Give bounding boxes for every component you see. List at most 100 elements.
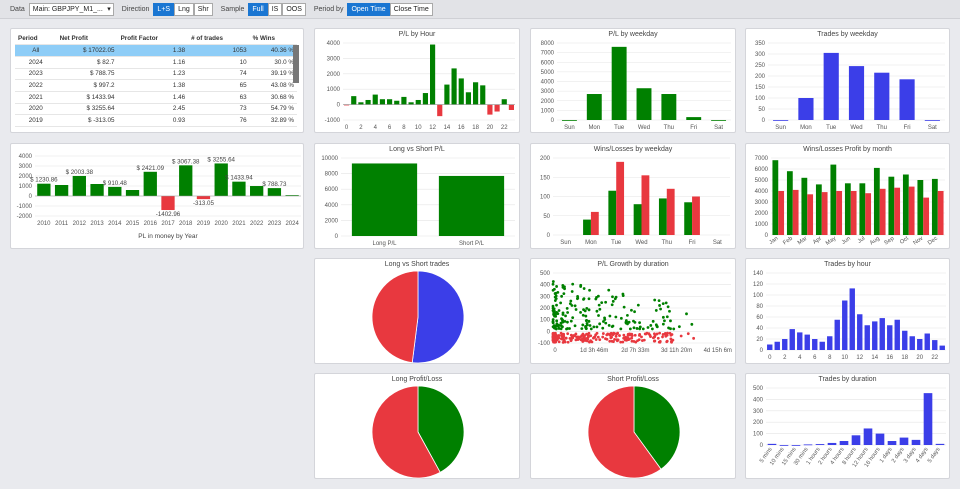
scatter-point bbox=[594, 338, 598, 341]
cell-trades: 73 bbox=[188, 103, 250, 116]
data-label: $ 788.73 bbox=[262, 181, 287, 188]
scatter-point bbox=[686, 332, 690, 336]
data-label: $ 1230.86 bbox=[30, 177, 58, 184]
bar bbox=[125, 190, 140, 196]
long-vs-short-pl-card: Long vs Short P/L 0 2000 4000 6000 8000 10000 L… bbox=[314, 143, 520, 249]
scatter-point bbox=[595, 309, 599, 313]
bar bbox=[666, 188, 675, 235]
long-vs-short-trades-chart bbox=[371, 270, 465, 364]
scatter-point bbox=[669, 319, 672, 323]
bar bbox=[836, 191, 843, 235]
bar bbox=[444, 84, 450, 105]
x-tick-label: 2016 bbox=[144, 221, 158, 227]
bar bbox=[344, 104, 350, 106]
y-tick-label: 0 bbox=[765, 233, 769, 239]
scatter-point bbox=[562, 292, 566, 296]
scatter-point bbox=[638, 334, 641, 337]
table-row[interactable]: 2020 $ 3255.64 2.45 73 54.79 % bbox=[15, 103, 297, 116]
scatter-point bbox=[595, 325, 599, 329]
scatter-point bbox=[584, 327, 588, 330]
scatter-point bbox=[661, 333, 665, 336]
chart-title: Long Profit/Loss bbox=[391, 376, 443, 383]
x-tick-label: Jan bbox=[768, 236, 779, 246]
sample-toggle: Full IS OOS bbox=[248, 2, 306, 16]
bar bbox=[365, 99, 371, 105]
period-open-time-button[interactable]: Open Time bbox=[347, 2, 390, 16]
table-row[interactable]: 2019 $ -313.05 0.93 76 32.89 % bbox=[15, 114, 297, 127]
cell-wins: 40.36 % bbox=[249, 44, 297, 57]
x-tick-label: 2 bbox=[783, 355, 787, 361]
x-tick-label: 1d 3h 46m bbox=[580, 348, 608, 354]
table-row[interactable]: 2022 $ 997.2 1.38 65 43.08 % bbox=[15, 79, 297, 92]
y-tick-label: 150 bbox=[540, 175, 551, 181]
bar bbox=[54, 185, 69, 196]
bar bbox=[924, 333, 930, 350]
scatter-point bbox=[554, 294, 558, 298]
y-tick-label: 2000 bbox=[541, 99, 555, 105]
scatter-point bbox=[563, 319, 567, 323]
trades-by-hour-chart: 0 20 40 60 80 100 120 140 0 2 4 6 8 10 12 14 16 18 20 22 bbox=[753, 271, 946, 361]
scatter-point bbox=[661, 315, 665, 319]
table-row[interactable]: All $ 17022.05 1.38 1053 40.36 % bbox=[15, 44, 297, 57]
direction-long-short-button[interactable]: L+S bbox=[153, 2, 175, 16]
sample-oos-button[interactable]: OOS bbox=[282, 2, 306, 16]
scatter-point bbox=[579, 285, 583, 288]
scatter-point bbox=[663, 319, 666, 323]
col-period[interactable]: Period bbox=[15, 33, 57, 46]
sample-is-button[interactable]: IS bbox=[267, 2, 283, 16]
wins-losses-profit-by-month-card: Wins/Losses Profit by month 0 1000 2000 3000… bbox=[745, 143, 950, 249]
y-tick-label: 4000 bbox=[327, 41, 341, 47]
bar bbox=[401, 96, 407, 105]
x-tick-label: 2017 bbox=[161, 221, 175, 227]
chart-title: Trades by duration bbox=[818, 376, 877, 383]
y-tick-label: 6000 bbox=[755, 167, 769, 173]
pie-slice bbox=[633, 385, 681, 470]
scatter-point bbox=[598, 307, 602, 311]
scatter-point bbox=[555, 334, 559, 338]
bar bbox=[779, 445, 789, 446]
bar bbox=[827, 336, 833, 350]
table-row[interactable]: 2021 $ 1433.94 1.46 63 30.68 % bbox=[15, 91, 297, 104]
col-wins[interactable]: % Wins bbox=[249, 33, 297, 46]
direction-short-button[interactable]: Shr bbox=[193, 2, 213, 16]
direction-long-button[interactable]: Lng bbox=[174, 2, 194, 16]
bar bbox=[351, 163, 418, 236]
bar bbox=[789, 329, 795, 350]
scatter-point bbox=[576, 335, 580, 339]
x-tick-label: 14 bbox=[444, 125, 451, 131]
table-scrollbar[interactable] bbox=[293, 45, 299, 83]
scatter-point bbox=[672, 327, 676, 331]
period-close-time-button[interactable]: Close Time bbox=[389, 2, 433, 16]
x-tick-label: 4 bbox=[798, 355, 802, 361]
bar bbox=[786, 171, 793, 235]
y-tick-label: 1000 bbox=[19, 184, 33, 190]
bar bbox=[179, 165, 193, 196]
scatter-point bbox=[561, 313, 565, 316]
x-axis-label: PL in money by Year bbox=[138, 233, 198, 240]
bar bbox=[143, 171, 157, 196]
scatter-point bbox=[592, 325, 596, 329]
bar bbox=[908, 186, 915, 235]
scatter-point bbox=[669, 337, 673, 341]
scatter-point bbox=[555, 303, 558, 307]
sample-full-button[interactable]: Full bbox=[248, 2, 268, 16]
bar bbox=[902, 330, 908, 350]
scatter-point bbox=[652, 332, 656, 336]
bar bbox=[857, 314, 863, 350]
y-tick-label: 0 bbox=[337, 103, 341, 109]
y-tick-label: 4000 bbox=[755, 189, 769, 195]
table-row[interactable]: 2024 $ 82.7 1.16 10 30.0 % bbox=[15, 56, 297, 69]
table-row[interactable]: 2023 $ 788.75 1.23 74 39.19 % bbox=[15, 68, 297, 81]
col-profit-factor[interactable]: Profit Factor bbox=[117, 33, 189, 46]
col-net-profit[interactable]: Net Profit bbox=[56, 33, 118, 46]
bar bbox=[590, 211, 599, 235]
x-tick-label: 20 bbox=[916, 355, 923, 361]
scatter-point bbox=[646, 326, 650, 329]
bar bbox=[797, 332, 803, 350]
scatter-point bbox=[603, 316, 606, 320]
col-trades[interactable]: # of trades bbox=[188, 33, 250, 46]
data-select[interactable]: Main: GBPJPY_M1_... ▾ bbox=[28, 2, 114, 16]
scatter-point bbox=[638, 321, 641, 325]
x-tick-label: Fri bbox=[690, 125, 697, 131]
y-tick-label: 0 bbox=[760, 443, 764, 449]
